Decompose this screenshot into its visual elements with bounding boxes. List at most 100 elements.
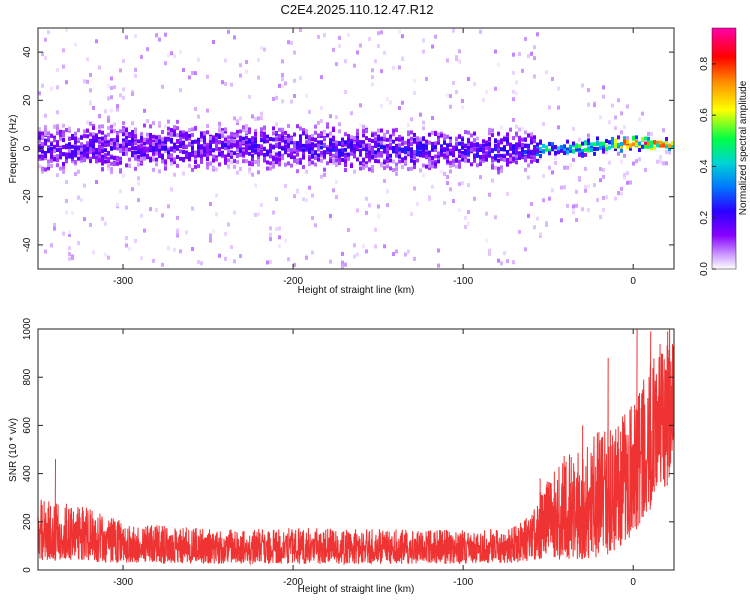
spectrogram-cell (386, 152, 389, 157)
spectrogram-cell (434, 147, 437, 152)
spectrogram-cell (554, 155, 557, 160)
spectrogram-cell (425, 145, 428, 150)
spectrogram-cell (617, 151, 620, 156)
spectrogram-cell (50, 153, 53, 158)
spectrogram-cell (530, 151, 533, 156)
spectrogram-cell (587, 146, 590, 151)
spectrogram-cell (656, 143, 659, 148)
spectrogram-cell (83, 183, 86, 188)
spectrogram-cell (101, 124, 104, 129)
spectrogram-cell (197, 57, 200, 62)
spectrogram-cell (671, 141, 674, 146)
spectrogram-cell (98, 129, 101, 134)
spectrogram-cell (167, 53, 170, 58)
spectrogram-cell (209, 233, 212, 238)
spectrogram-cell (533, 56, 536, 61)
spectrogram-cell (209, 138, 212, 143)
spectrogram-cell (548, 165, 551, 170)
spectrogram-cell (155, 141, 158, 146)
spectrogram-cell (296, 124, 299, 129)
spectrogram-cell (638, 141, 641, 146)
spectrogram-cell (449, 148, 452, 153)
spectrogram-cell (185, 145, 188, 150)
spectrogram-cell (416, 141, 419, 146)
spectrogram-cell (641, 144, 644, 149)
spectrogram-cell (476, 136, 479, 141)
spectrogram-cell (251, 142, 254, 147)
spectrogram-cell (53, 138, 56, 143)
spectrogram-cell (242, 136, 245, 141)
spectrogram-cell (287, 40, 290, 45)
spectrogram-cell (620, 191, 623, 196)
spectrogram-cell (116, 161, 119, 166)
spectrogram-cell (317, 143, 320, 148)
spectrogram-cell (377, 147, 380, 152)
spectrogram-cell (197, 137, 200, 142)
spectrogram-cell (413, 132, 416, 137)
spectrogram-cell (158, 134, 161, 139)
spectrogram-cell (233, 140, 236, 145)
spectrogram-cell (437, 159, 440, 164)
spectrogram-cell (308, 157, 311, 162)
spectrogram-cell (287, 257, 290, 262)
spectrogram-cell (53, 155, 56, 160)
spectrogram-cell (440, 169, 443, 174)
spectrogram-cell (44, 249, 47, 254)
spectrogram-cell (311, 137, 314, 142)
spectrogram-cell (488, 252, 491, 257)
spectrogram-cell (512, 70, 515, 75)
spectrogram-cell (176, 126, 179, 131)
spectrogram-cell (650, 140, 653, 145)
spectrogram-cell (50, 158, 53, 163)
spectrogram-cell (437, 132, 440, 137)
spectrogram-cell (110, 161, 113, 166)
spectrogram-cell (266, 260, 269, 265)
spectrogram-cell (170, 187, 173, 192)
spectrogram-cell (56, 110, 59, 115)
spectrogram-cell (113, 138, 116, 143)
spectrogram-cell (386, 189, 389, 194)
spectrogram-cell (296, 189, 299, 194)
spectrogram-cell (443, 137, 446, 142)
spectrogram-cell (554, 160, 557, 165)
spectrogram-cell (272, 97, 275, 102)
spectrogram-y-tick-label: 40 (22, 46, 33, 58)
spectrogram-cell (101, 145, 104, 150)
spectrogram-cell (248, 130, 251, 135)
spectrogram-cell (263, 158, 266, 163)
spectrogram-cell (410, 158, 413, 163)
spectrogram-cell (491, 163, 494, 168)
spectrogram-cell (164, 164, 167, 169)
spectrogram-cell (392, 149, 395, 154)
spectrogram-cell (56, 154, 59, 159)
spectrogram-cell (125, 35, 128, 40)
spectrogram-cell (191, 150, 194, 155)
spectrogram-cell (275, 197, 278, 202)
spectrogram-cell (92, 148, 95, 153)
spectrogram-cell (173, 130, 176, 135)
spectrogram-cell (467, 221, 470, 226)
spectrogram-cell (89, 143, 92, 148)
spectrogram-cell (173, 54, 176, 59)
spectrogram-cell (272, 137, 275, 142)
spectrogram-cell (344, 262, 347, 267)
spectrogram-cell (518, 139, 521, 144)
spectrogram-cell (605, 139, 608, 144)
spectrogram-cell (329, 145, 332, 150)
spectrogram-cell (272, 126, 275, 131)
spectrogram-cell (443, 171, 446, 176)
spectrogram-cell (581, 151, 584, 156)
spectrogram-cell (299, 126, 302, 131)
spectrogram-cell (350, 142, 353, 147)
spectrogram-cell (185, 132, 188, 137)
spectrogram-cell (167, 136, 170, 141)
spectrogram-cell (413, 186, 416, 191)
spectrogram-cell (218, 134, 221, 139)
spectrogram-cell (110, 170, 113, 175)
spectrogram-cell (608, 140, 611, 145)
spectrogram-cell (134, 166, 137, 171)
spectrogram-cell (488, 142, 491, 147)
spectrogram-cell (374, 154, 377, 159)
